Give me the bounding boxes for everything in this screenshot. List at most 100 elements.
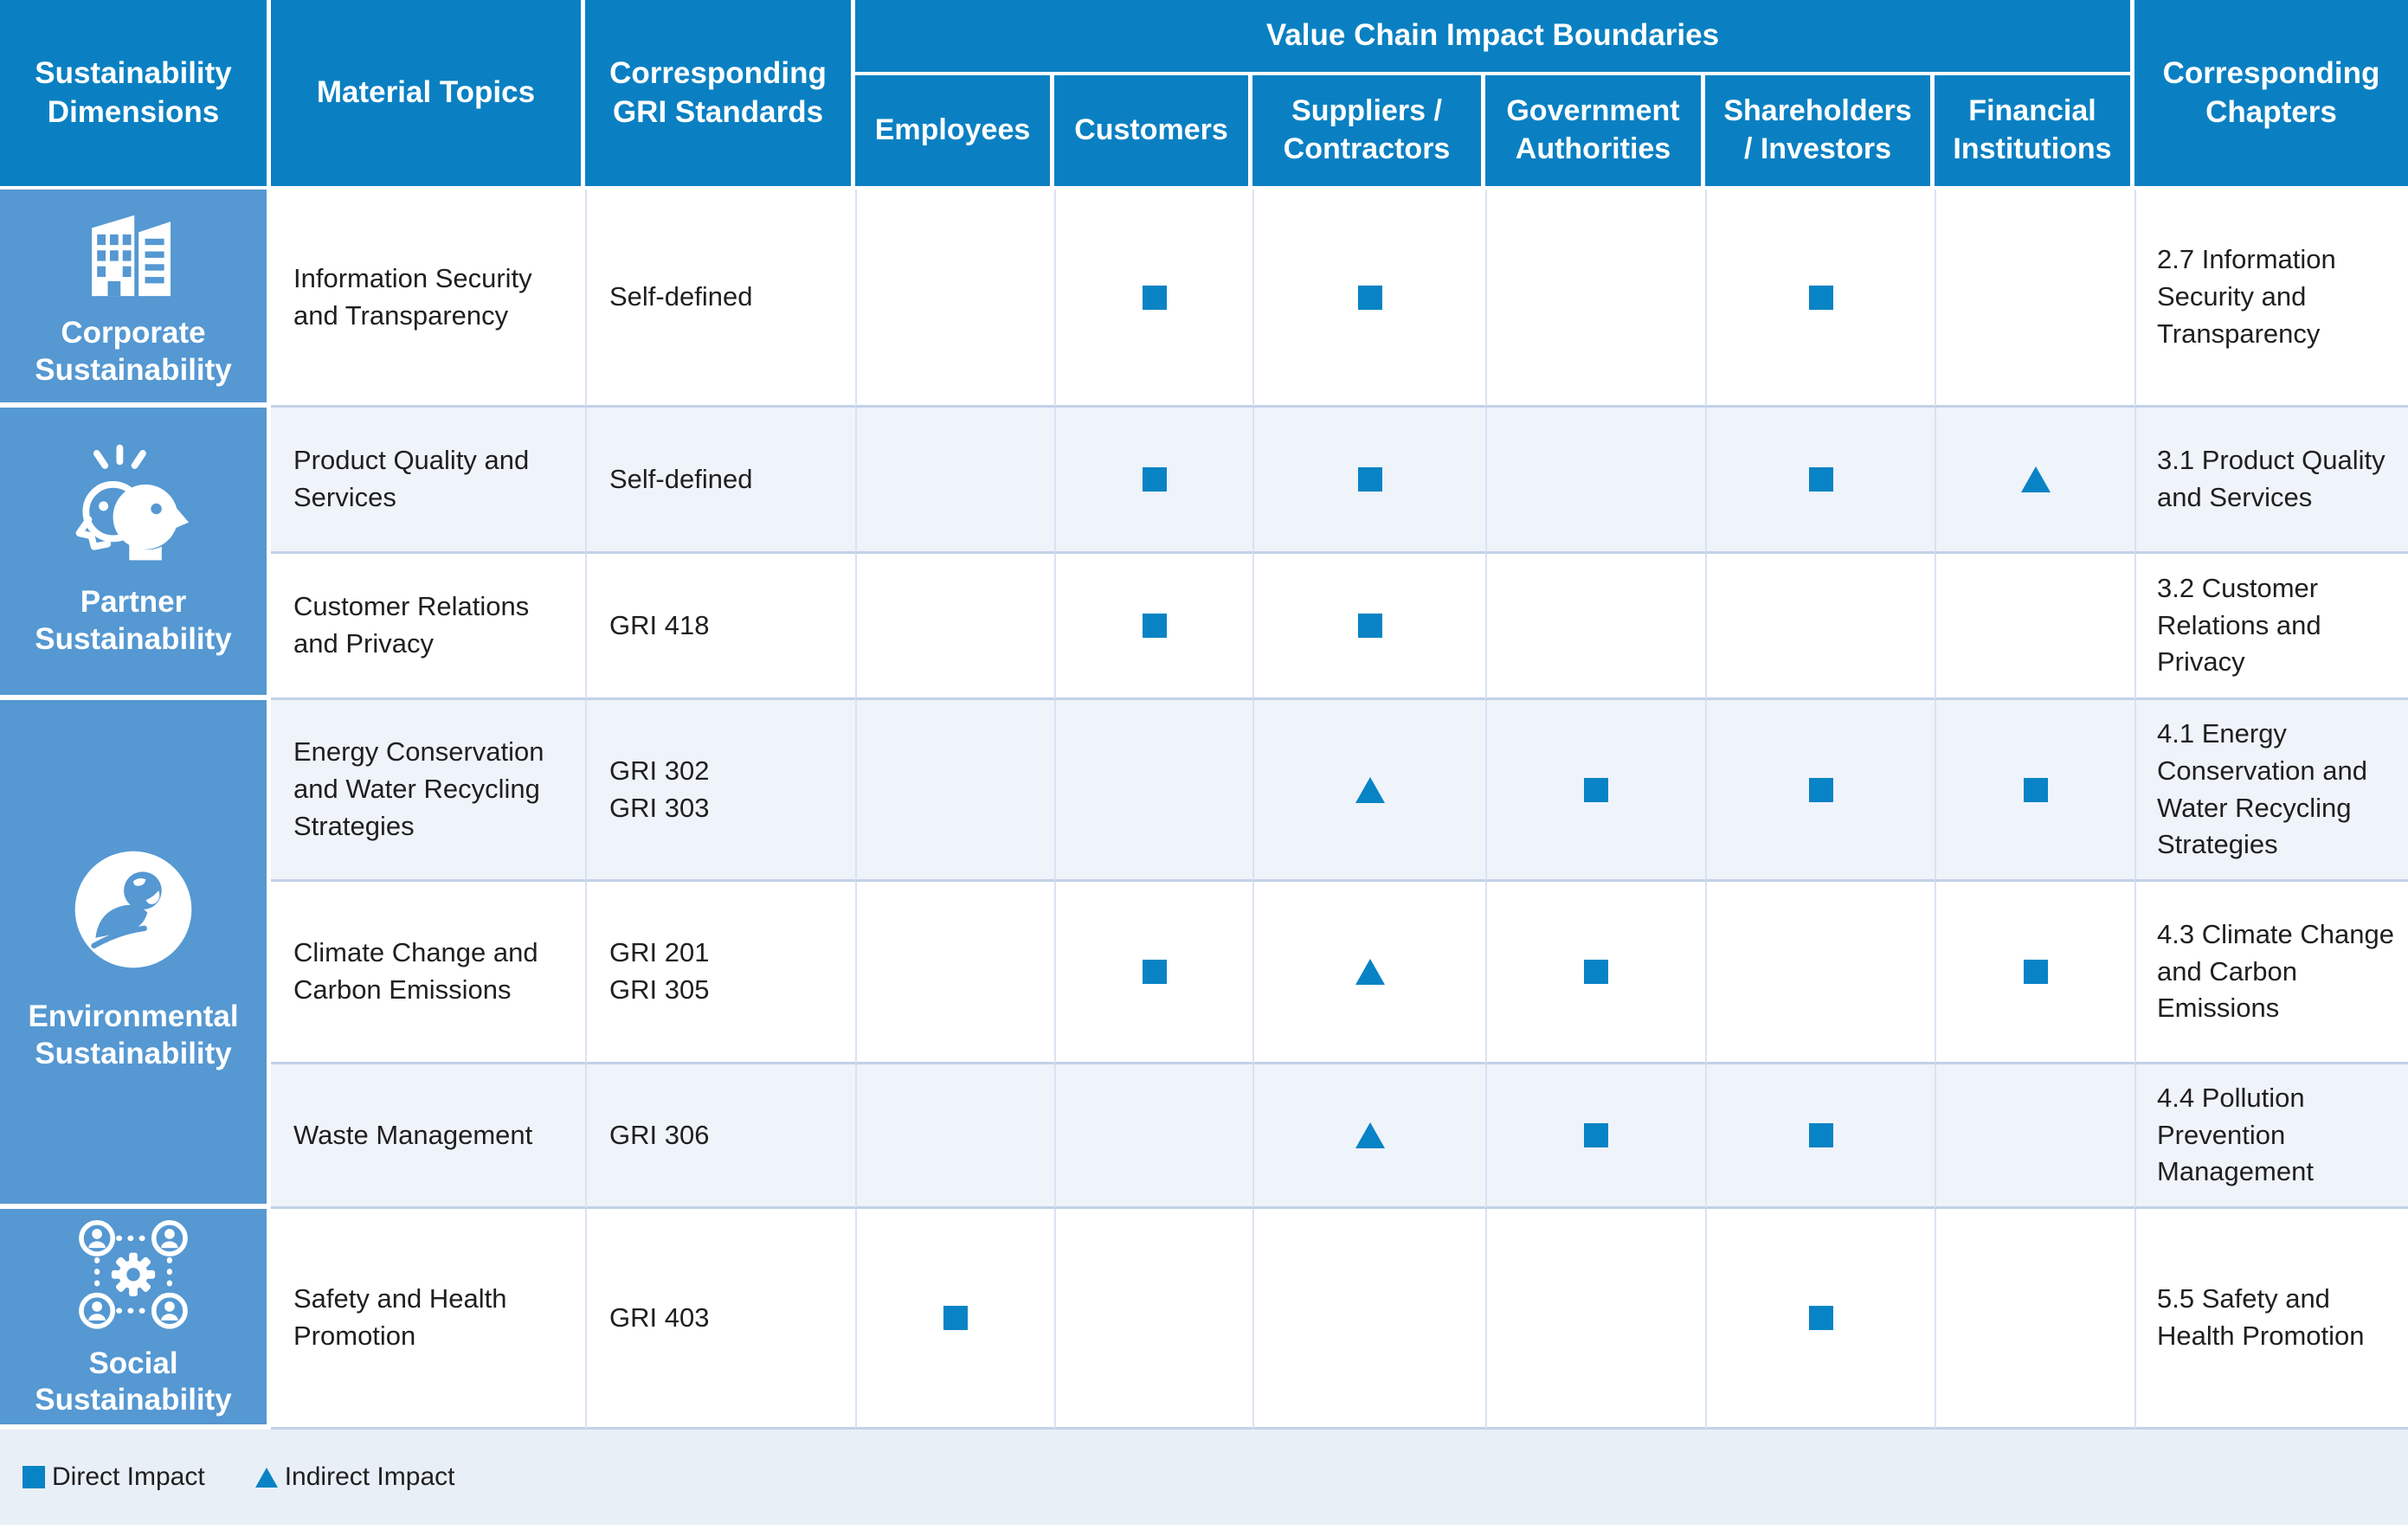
- impact-cell: [1705, 700, 1935, 882]
- dimension-cell-partner: Partner Sustainability: [0, 408, 271, 700]
- direct-impact-marker: [1357, 614, 1382, 638]
- gri-cell: GRI 201 GRI 305: [585, 882, 855, 1064]
- topic-cell: Waste Management: [271, 1064, 585, 1209]
- legend-indirect-label: Indirect Impact: [284, 1462, 455, 1491]
- impact-cell: [1252, 882, 1485, 1064]
- impact-cell: [1485, 1209, 1705, 1430]
- header-material-topics: Material Topics: [271, 0, 585, 190]
- header-financial-institutions: Financial Institutions: [1935, 75, 2134, 190]
- chapter-cell: 3.1 Product Quality and Services: [2134, 408, 2408, 554]
- topic-cell: Product Quality and Services: [271, 408, 585, 554]
- impact-cell: [1705, 1064, 1935, 1209]
- impact-cell: [1054, 190, 1252, 408]
- dimension-cell-corporate: Corporate Sustainability: [0, 190, 271, 408]
- header-gri-standards: Corresponding GRI Standards: [585, 0, 855, 190]
- impact-cell: [1252, 408, 1485, 554]
- direct-impact-marker: [943, 1306, 968, 1330]
- direct-impact-marker: [2023, 777, 2048, 802]
- impact-cell: [855, 1064, 1054, 1209]
- social-network-gear-icon: [79, 1219, 188, 1329]
- impact-cell: [855, 1209, 1054, 1430]
- impact-cell: [1054, 1209, 1252, 1430]
- chapter-cell: 4.1 Energy Conservation and Water Recycl…: [2134, 700, 2408, 882]
- gri-cell: GRI 403: [585, 1209, 855, 1430]
- chapter-cell: 3.2 Customer Relations and Privacy: [2134, 554, 2408, 700]
- direct-impact-marker: [1808, 467, 1833, 492]
- impact-cell: [1485, 882, 1705, 1064]
- direct-impact-marker: [1584, 777, 1608, 802]
- impact-cell: [1705, 554, 1935, 700]
- indirect-impact-marker: [2020, 466, 2051, 492]
- impact-cell: [1485, 190, 1705, 408]
- impact-cell: [1485, 408, 1705, 554]
- impact-cell: [1935, 408, 2134, 554]
- indirect-impact-legend-icon: [254, 1467, 278, 1488]
- impact-cell: [1252, 554, 1485, 700]
- impact-cell: [1252, 1064, 1485, 1209]
- impact-cell: [1485, 554, 1705, 700]
- indirect-impact-marker: [1355, 776, 1385, 803]
- direct-impact-marker: [1808, 285, 1833, 310]
- header-shareholders-investors: Shareholders / Investors: [1705, 75, 1935, 190]
- impact-cell: [1705, 882, 1935, 1064]
- gri-cell: Self-defined: [585, 190, 855, 408]
- indirect-impact-marker: [1355, 959, 1385, 985]
- header-government-authorities: Government Authorities: [1485, 75, 1705, 190]
- header-suppliers-contractors: Suppliers / Contractors: [1252, 75, 1485, 190]
- impact-cell: [1935, 554, 2134, 700]
- impact-cell: [1935, 1209, 2134, 1430]
- direct-impact-marker: [1142, 467, 1167, 492]
- direct-impact-marker: [1142, 614, 1167, 638]
- corporate-buildings-icon: [92, 215, 171, 297]
- impact-cell: [1705, 1209, 1935, 1430]
- materiality-table: Sustainability Dimensions Material Topic…: [0, 0, 2408, 1430]
- dimension-cell-social: Social Sustainability: [0, 1209, 271, 1430]
- impact-cell: [1935, 1064, 2134, 1209]
- impact-cell: [1485, 700, 1705, 882]
- impact-cell: [1054, 882, 1252, 1064]
- direct-impact-marker: [1357, 467, 1382, 492]
- dimension-label: Partner Sustainability: [35, 585, 232, 656]
- topic-cell: Energy Conservation and Water Recycling …: [271, 700, 585, 882]
- dimension-cell-environmental: Environmental Sustainability: [0, 700, 271, 1209]
- impact-cell: [855, 408, 1054, 554]
- impact-cell: [1705, 190, 1935, 408]
- impact-cell: [1054, 700, 1252, 882]
- topic-cell: Safety and Health Promotion: [271, 1209, 585, 1430]
- impact-cell: [855, 700, 1054, 882]
- direct-impact-marker: [1808, 1306, 1833, 1330]
- direct-impact-marker: [1357, 285, 1382, 310]
- dimension-label: Corporate Sustainability: [35, 316, 232, 387]
- chapter-cell: 4.3 Climate Change and Carbon Emissions: [2134, 882, 2408, 1064]
- dimension-label: Environmental Sustainability: [28, 999, 239, 1070]
- header-sustainability-dimensions: Sustainability Dimensions: [0, 0, 271, 190]
- header-employees: Employees: [855, 75, 1054, 190]
- dimension-label: Social Sustainability: [35, 1346, 232, 1417]
- direct-impact-marker: [1142, 285, 1167, 310]
- header-corresponding-chapters: Corresponding Chapters: [2134, 0, 2408, 190]
- gri-cell: GRI 418: [585, 554, 855, 700]
- direct-impact-marker: [2023, 960, 2048, 984]
- indirect-impact-marker: [1355, 1122, 1385, 1148]
- impact-cell: [1054, 554, 1252, 700]
- header-customers: Customers: [1054, 75, 1252, 190]
- impact-cell: [1252, 190, 1485, 408]
- gri-cell: Self-defined: [585, 408, 855, 554]
- topic-cell: Customer Relations and Privacy: [271, 554, 585, 700]
- chapter-cell: 2.7 Information Security and Transparenc…: [2134, 190, 2408, 408]
- legend-direct-label: Direct Impact: [52, 1462, 205, 1491]
- topic-cell: Climate Change and Carbon Emissions: [271, 882, 585, 1064]
- impact-cell: [1935, 190, 2134, 408]
- direct-impact-marker: [1808, 1123, 1833, 1147]
- impact-cell: [1935, 882, 2134, 1064]
- direct-impact-marker: [1584, 960, 1608, 984]
- environment-globe-hand-icon: [74, 851, 192, 968]
- impact-cell: [855, 882, 1054, 1064]
- impact-cell: [1054, 1064, 1252, 1209]
- direct-impact-marker: [1584, 1123, 1608, 1147]
- impact-cell: [855, 190, 1054, 408]
- impact-cell: [855, 554, 1054, 700]
- impact-cell: [1054, 408, 1252, 554]
- chapter-cell: 4.4 Pollution Prevention Management: [2134, 1064, 2408, 1209]
